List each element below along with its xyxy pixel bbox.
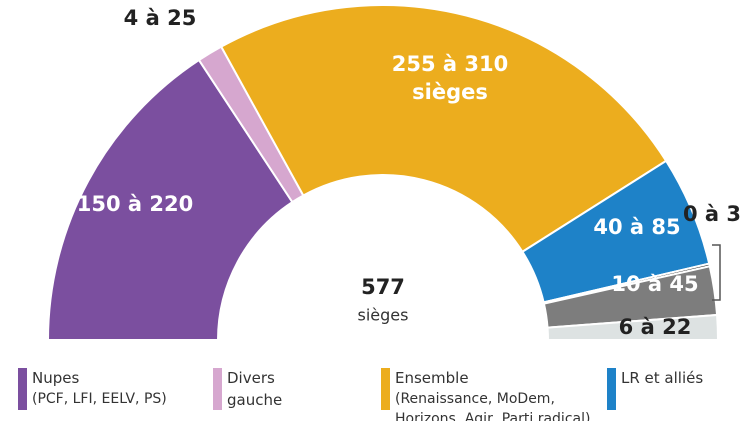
value-label: 10 à 45 <box>611 272 698 296</box>
segment <box>219 4 668 254</box>
legend-detail: (Renaissance, MoDem, Horizons, Agir, Par… <box>395 391 591 421</box>
legend-swatch <box>213 368 222 410</box>
legend-entry: Ensemble (Renaissance, MoDem, Horizons, A… <box>395 367 595 421</box>
value-label: 40 à 85 <box>593 215 680 239</box>
value-label: 150 à 220 <box>77 192 193 216</box>
legend-detail: (PCF, LFI, EELV, PS) <box>32 391 167 407</box>
value-label: 255 à 310 <box>392 52 508 76</box>
value-label: 0 à 3 <box>683 202 741 226</box>
value-unit: sièges <box>412 80 488 104</box>
legend-text: LR et alliés <box>621 367 711 389</box>
value-label: 6 à 22 <box>619 315 692 339</box>
legend-entry: Divers gauche <box>227 367 307 411</box>
bracket <box>712 244 721 301</box>
legend-swatch <box>607 368 616 410</box>
legend-name: Ensemble <box>395 369 469 387</box>
legend-entry: Nupes (PCF, LFI, EELV, PS) <box>32 367 192 409</box>
value-label: 4 à 25 <box>124 6 197 30</box>
legend-name: LR et alliés <box>621 369 704 387</box>
legend-text: Ensemble (Renaissance, MoDem, Horizons, A… <box>395 367 595 421</box>
legend-entry: LR et alliés <box>621 367 711 389</box>
legend-name: Nupes <box>32 369 80 387</box>
segment <box>46 58 294 341</box>
segment <box>546 313 720 341</box>
total-label: sièges <box>358 306 409 325</box>
legend-swatch <box>18 368 27 410</box>
legend-text: Nupes (PCF, LFI, EELV, PS) <box>32 367 192 409</box>
total: 577 <box>361 275 405 299</box>
legend-swatch <box>381 368 390 410</box>
legend-text: Divers gauche <box>227 367 307 411</box>
legend-name: Divers gauche <box>227 369 283 409</box>
